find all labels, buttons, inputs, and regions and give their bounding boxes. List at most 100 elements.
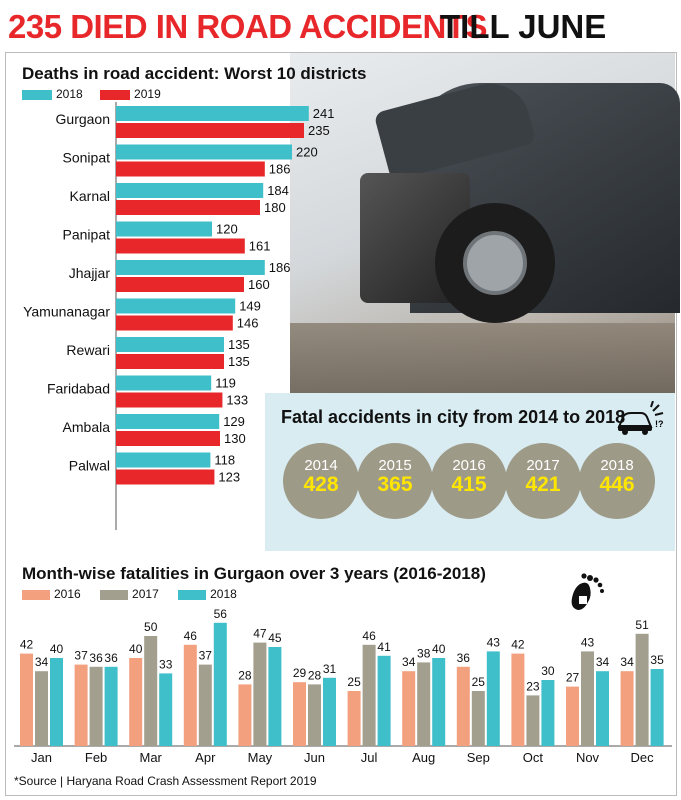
monthly-value-label: 47	[253, 627, 267, 641]
legend-swatch-2016	[22, 589, 50, 600]
district-bar-2019	[116, 315, 233, 331]
fatal-count: 421	[525, 473, 561, 496]
fatal-accidents-title: Fatal accidents in city from 2014 to 201…	[281, 407, 626, 427]
district-bar-2018	[116, 414, 220, 429]
monthly-bar-2017	[308, 684, 321, 746]
monthly-bar-2017	[198, 664, 212, 746]
district-label: Palwal	[69, 458, 110, 474]
month-label: Dec	[631, 750, 655, 765]
legend-label-2017: 2017	[132, 587, 159, 601]
district-value-label: 146	[237, 316, 259, 331]
legend-swatch-2018	[22, 89, 52, 100]
monthly-value-label: 40	[432, 642, 446, 656]
wheel-rim	[463, 231, 527, 295]
month-label: Feb	[85, 750, 107, 765]
monthly-bar-2016	[402, 671, 416, 746]
monthly-value-label: 38	[417, 646, 431, 660]
fatal-year-circle: 2016 415	[431, 443, 507, 519]
legend-item-2018b: 2018	[178, 587, 237, 601]
monthly-value-label: 40	[129, 642, 143, 656]
monthly-value-label: 36	[89, 651, 103, 665]
district-value-label: 220	[296, 145, 318, 160]
monthly-value-label: 43	[487, 635, 501, 649]
district-bar-2018	[116, 260, 265, 275]
month-label: Jan	[31, 750, 52, 765]
district-label: Jhajjar	[69, 265, 111, 281]
district-value-label: 135	[228, 354, 250, 369]
district-bar-2018	[116, 144, 292, 160]
monthly-bar-2017	[526, 695, 540, 746]
monthly-bar-2016	[456, 666, 470, 746]
legend-item-2019: 2019	[100, 87, 161, 101]
monthly-value-label: 42	[511, 638, 525, 652]
monthly-value-label: 23	[526, 679, 540, 693]
monthly-value-label: 41	[377, 640, 391, 654]
monthly-bar-2016	[74, 664, 88, 746]
district-bar-2019	[116, 161, 265, 177]
district-bar-2019	[116, 392, 223, 408]
legend-swatch-2019	[100, 89, 131, 100]
monthly-value-label: 25	[472, 675, 486, 689]
monthly-bar-2017	[144, 636, 158, 746]
monthly-bar-2017	[471, 691, 485, 746]
svg-text:!?: !?	[655, 419, 664, 429]
monthly-bar-2017	[35, 671, 48, 746]
monthly-bar-2018	[268, 647, 282, 746]
monthly-value-label: 37	[199, 649, 213, 663]
headline: 235 DIED IN ROAD ACCIDENTS TILL JUNE	[0, 0, 681, 52]
district-value-label: 186	[269, 162, 291, 177]
district-value-label: 161	[249, 239, 271, 254]
district-value-label: 241	[313, 106, 335, 121]
fatal-year: 2015	[378, 457, 412, 474]
district-value-label: 118	[214, 453, 235, 468]
district-bar-2018	[116, 298, 236, 314]
district-bar-2018	[116, 183, 264, 198]
monthly-bar-2016	[566, 686, 579, 746]
fatal-count: 446	[599, 473, 635, 496]
monthly-bar-2016	[238, 684, 252, 746]
fatal-year-circle: 2015 365	[357, 443, 433, 519]
district-bar-2018	[116, 452, 211, 468]
monthly-chart-title: Month-wise fatalities in Gurgaon over 3 …	[22, 564, 486, 583]
fatal-year: 2017	[526, 457, 560, 474]
monthly-value-label: 46	[184, 629, 198, 643]
monthly-bar-2016	[293, 682, 306, 746]
district-bar-2018	[116, 221, 212, 237]
district-value-label: 129	[223, 414, 245, 429]
legend-item-2018: 2018	[22, 87, 83, 101]
district-bar-2018	[116, 337, 224, 352]
monthly-bar-2016	[347, 691, 361, 746]
monthly-bar-2016	[620, 671, 634, 746]
district-bar-2019	[116, 277, 244, 292]
monthly-value-label: 40	[50, 642, 64, 656]
legend-label-2018b: 2018	[210, 587, 237, 601]
district-label: Yamunanagar	[23, 304, 110, 320]
fatal-year: 2014	[304, 457, 338, 474]
fatal-accidents-panel: Fatal accidents in city from 2014 to 201…	[265, 393, 675, 551]
monthly-bar-2017	[581, 651, 594, 746]
monthly-bar-2017	[89, 666, 103, 746]
district-value-label: 123	[218, 470, 240, 485]
monthly-value-label: 27	[566, 671, 580, 685]
district-value-label: 133	[226, 393, 248, 408]
district-label: Panipat	[63, 227, 111, 243]
headline-black: TILL JUNE	[440, 8, 607, 45]
monthly-bar-2016	[129, 658, 143, 746]
month-label: Jun	[304, 750, 325, 765]
monthly-bar-2018	[104, 666, 118, 746]
month-label: Nov	[576, 750, 600, 765]
monthly-bar-2017	[253, 642, 267, 746]
district-bar-2019	[116, 123, 304, 138]
legend-label-2019: 2019	[134, 87, 161, 101]
monthly-bar-2018	[323, 677, 336, 746]
fatal-year-circle: 2017 421	[505, 443, 581, 519]
monthly-chart-legend: 2016 2017 2018	[22, 587, 253, 601]
monthly-value-label: 34	[620, 655, 634, 669]
monthly-bar-2017	[362, 644, 376, 746]
fatal-year: 2016	[452, 457, 486, 474]
fatal-count: 415	[451, 473, 487, 496]
district-bar-2019	[116, 238, 245, 254]
legend-swatch-2017	[100, 589, 129, 600]
month-label: Sep	[467, 750, 490, 765]
district-bar-2019	[116, 431, 220, 446]
